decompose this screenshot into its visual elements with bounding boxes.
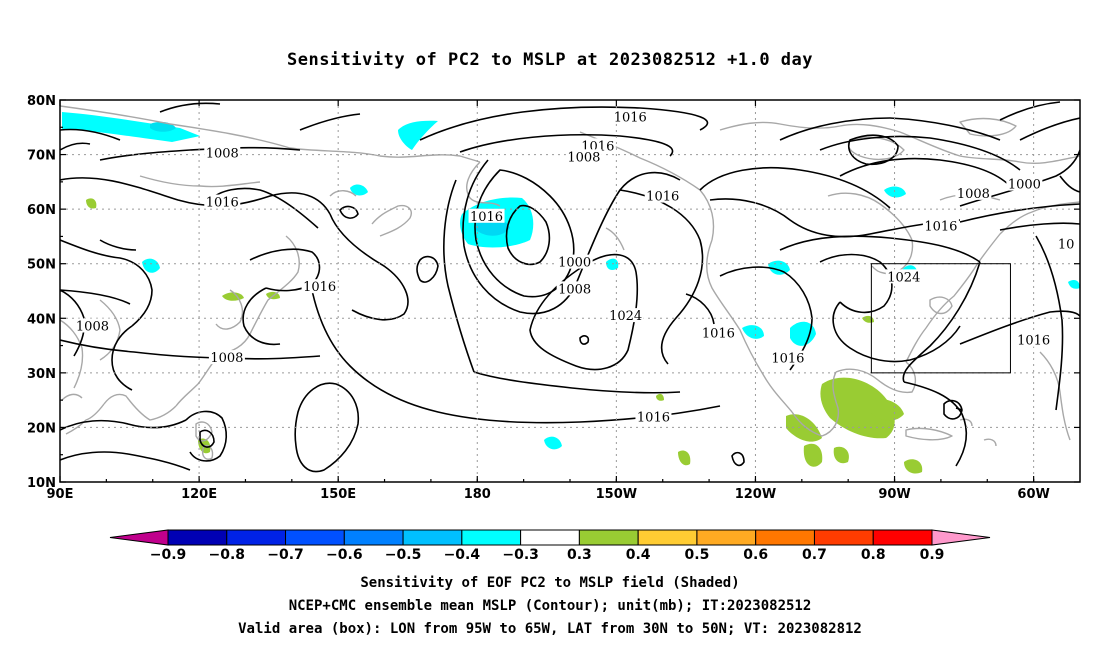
lon-tick-label-1: 120E (181, 487, 217, 502)
colorbar: −0.9 −0.8 −0.7 −0.6 −0.5 −0.4 −0.3 0.3 0.4 0.5 0.6… (109, 529, 991, 563)
colorbar-segment-13 (872, 529, 933, 546)
contour-label-10: 1000 (558, 256, 591, 271)
lon-tick-label-3: 180 (464, 487, 491, 502)
contour-label-12: 1016 (303, 280, 336, 295)
lat-tick-label-0: 10N (27, 476, 56, 491)
contour-label-bg (700, 325, 737, 340)
lon-tick-label-6: 90W (878, 487, 910, 502)
valid-area-box (870, 263, 1011, 374)
map-plot-area: 1016 1016 1008 1008 1016 1016 1016 1008 1000 1016… (27, 94, 1081, 502)
colorbar-segment-8 (578, 529, 639, 546)
lon-tick-label-5: 120W (735, 487, 776, 502)
lat-tick-label-6: 70N (27, 149, 56, 164)
contour-label-bg (204, 194, 241, 209)
contour-label-bg (301, 279, 338, 294)
colorbar-label-11: 0.7 (802, 547, 827, 563)
colorbar-label-1: −0.8 (209, 547, 246, 563)
map-title: Sensitivity of PC2 to MSLP at 2023082512… (286, 50, 813, 70)
contour-label-bg (644, 188, 681, 203)
colorbar-low-arrow (109, 529, 169, 546)
axis-labels: 90E 120E 150E 180 150W 120W 90W 60W 10N 20N 30N 40N… (27, 94, 1050, 502)
colorbar-label-2: −0.7 (267, 547, 304, 563)
contour-label-bg (955, 185, 992, 200)
contour-label-bg (208, 350, 245, 365)
lon-tick-label-7: 60W (1017, 487, 1049, 502)
caption-shaded: Sensitivity of EOF PC2 to MSLP field (Sh… (360, 575, 740, 591)
colorbar-label-13: 0.9 (920, 547, 945, 563)
contour-label-bg (1015, 332, 1052, 347)
colorbar-segment-10 (696, 529, 757, 546)
contour-labels: 1016 1016 1008 1008 1016 1016 1016 1008 1000 1016… (74, 109, 1077, 426)
contour-label-bg (607, 308, 644, 323)
contour-label-11: 1008 (558, 282, 591, 297)
contour-label-14: 1024 (887, 270, 920, 285)
colorbar-segment-9 (637, 529, 698, 546)
colorbar-high-arrow (931, 529, 991, 546)
contour-label-bg (612, 109, 649, 124)
contour-label-6: 1016 (646, 190, 679, 205)
contour-label-bg (885, 269, 922, 284)
lat-tick-label-7: 80N (27, 94, 56, 109)
contour-label-8: 1000 (1008, 178, 1041, 193)
contour-label-20: 1016 (637, 411, 670, 426)
colorbar-label-0: −0.9 (150, 547, 187, 563)
colorbar-segment-7 (520, 529, 580, 546)
colorbar-segment-12 (813, 529, 874, 546)
contour-label-7: 1008 (957, 187, 990, 202)
contour-label-bg (556, 281, 593, 296)
contour-label-bg (556, 254, 593, 269)
colorbar-segment-11 (755, 529, 815, 546)
contour-label-bg (922, 218, 959, 233)
colorbar-label-12: 0.8 (861, 547, 886, 563)
colorbar-label-10: 0.6 (743, 547, 768, 563)
contour-label-bg (635, 409, 672, 424)
colorbar-label-4: −0.5 (385, 547, 422, 563)
contour-label-4: 1016 (206, 196, 239, 211)
colorbar-segment-5 (402, 529, 463, 546)
contour-label-bg (1056, 236, 1077, 251)
axis-ticks (59, 99, 1080, 483)
colorbar-segment-2 (226, 529, 287, 546)
contour-label-2: 1008 (567, 150, 600, 165)
contour-label-9: 1016 (924, 220, 957, 235)
lat-tick-label-2: 30N (27, 367, 56, 382)
contour-label-bg (204, 145, 241, 160)
colorbar-label-5: −0.4 (444, 547, 481, 563)
colorbar-label-6: −0.3 (502, 547, 539, 563)
contour-label-18: 1008 (76, 319, 109, 334)
contour-label-19: 1008 (210, 351, 243, 366)
contour-label-bg (769, 350, 806, 365)
lat-tick-label-5: 60N (27, 203, 56, 218)
contour-label-3: 1008 (206, 146, 239, 161)
contour-label-0: 1016 (614, 110, 647, 125)
lon-tick-label-0: 90E (47, 487, 74, 502)
colorbar-label-9: 0.5 (685, 547, 710, 563)
colorbar-segment-6 (461, 529, 522, 546)
colorbar-label-3: −0.6 (326, 547, 363, 563)
lat-tick-label-3: 40N (27, 312, 56, 327)
colorbar-segment-3 (285, 529, 345, 546)
contour-label-5: 1016 (470, 210, 503, 225)
caption-valid-area: Valid area (box): LON from 95W to 65W, L… (238, 621, 862, 637)
contour-label-13: 1024 (609, 309, 642, 324)
lon-tick-label-4: 150W (596, 487, 637, 502)
contour-label-bg (579, 138, 616, 153)
lat-tick-label-4: 50N (27, 258, 56, 273)
colorbar-label-7: 0.3 (567, 547, 592, 563)
contour-label-bg (74, 318, 111, 333)
contour-label-bg (1006, 176, 1043, 191)
contour-label-15: 1016 (702, 327, 735, 342)
contour-label-17: 1016 (1017, 334, 1050, 349)
colorbar-segment-4 (343, 529, 404, 546)
contour-label-bg (468, 208, 505, 223)
lat-tick-label-1: 20N (27, 421, 56, 436)
contour-label-16: 1016 (771, 352, 804, 367)
contour-label-21: 10 (1058, 238, 1075, 253)
colorbar-segment-1 (167, 529, 228, 546)
lon-tick-label-2: 150E (320, 487, 356, 502)
caption-contour: NCEP+CMC ensemble mean MSLP (Contour); u… (288, 598, 812, 614)
colorbar-label-8: 0.4 (626, 547, 651, 563)
contour-label-bg (565, 149, 602, 164)
